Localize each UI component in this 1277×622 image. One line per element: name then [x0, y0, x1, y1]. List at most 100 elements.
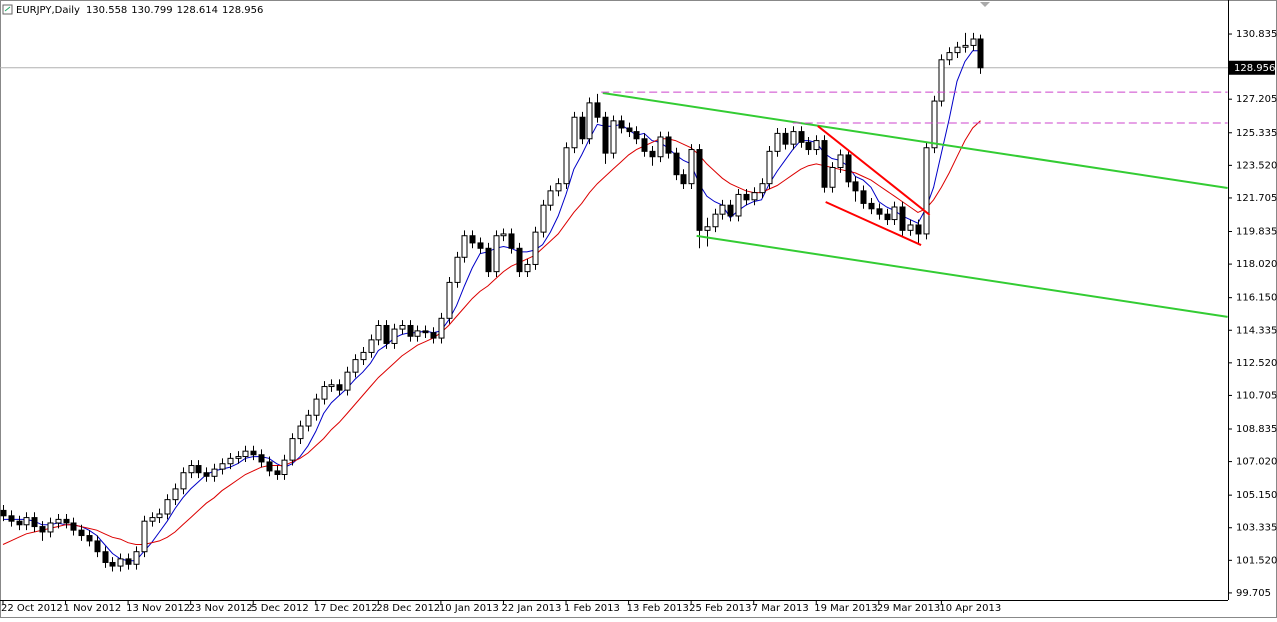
candle-body [657, 136, 664, 158]
candle [16, 515, 23, 531]
candle [258, 449, 265, 468]
candle-body [172, 488, 179, 501]
last-price-box [1229, 60, 1275, 75]
y-tick-label: 125.335 [1236, 128, 1277, 139]
candle [133, 546, 140, 570]
candle-body [250, 450, 257, 456]
candle [188, 460, 195, 479]
candle [782, 128, 789, 150]
candle-body [305, 414, 312, 427]
candle-body [954, 46, 961, 54]
candle-body [633, 131, 640, 140]
candle [297, 420, 304, 444]
candle-body [665, 136, 672, 154]
candle-body [493, 235, 500, 273]
x-tick-label: 22 Jan 2013 [501, 603, 561, 614]
candle [407, 320, 414, 342]
candle [610, 115, 617, 159]
candle [164, 494, 171, 520]
candle [446, 277, 453, 324]
chart-header: EURJPY,Daily 130.558 130.799 128.614 128.956 [2, 4, 263, 16]
candle [641, 133, 648, 157]
candle [86, 530, 93, 547]
candle [766, 145, 773, 190]
candle [852, 176, 859, 202]
plot-area [0, 32, 1228, 572]
candle-body [719, 204, 726, 215]
candle-body [336, 384, 343, 391]
trendline [817, 125, 931, 216]
candle [868, 198, 875, 215]
x-tick-label: 28 Dec 2012 [376, 603, 440, 614]
candle-body [602, 116, 609, 154]
y-tick-label: 110.705 [1236, 390, 1277, 401]
candle-body [712, 213, 719, 228]
candle [673, 147, 680, 181]
candle-body [626, 127, 633, 133]
candle-body [203, 472, 210, 477]
candle-body [313, 398, 320, 416]
candle-body [149, 517, 156, 522]
candle [586, 97, 593, 145]
candle [391, 323, 398, 349]
candle [47, 517, 54, 538]
candle [469, 230, 476, 249]
last-low: 128.614 [177, 5, 218, 16]
candle [235, 451, 242, 464]
candle-body [31, 517, 38, 528]
candle [712, 208, 719, 233]
candle-body [469, 235, 476, 244]
candle [751, 187, 758, 206]
candle [500, 228, 507, 242]
candle-body [258, 454, 265, 463]
candle-body [751, 192, 758, 201]
candle [156, 508, 163, 523]
x-tick-label: 25 Feb 2013 [689, 603, 751, 614]
candle-body [368, 339, 375, 353]
x-tick-label: 1 Nov 2012 [64, 603, 122, 614]
candle [70, 517, 77, 536]
candle-body [743, 193, 750, 201]
candle-body [164, 499, 171, 515]
candle-body [579, 116, 586, 140]
candle [508, 228, 515, 254]
candle-body [946, 52, 953, 61]
candle [626, 122, 633, 137]
y-tick-label: 101.520 [1236, 555, 1277, 566]
x-tick-label: 5 Dec 2012 [251, 603, 309, 614]
candle [579, 111, 586, 145]
candle [172, 483, 179, 506]
x-tick-label: 23 Nov 2012 [189, 603, 253, 614]
candle [39, 521, 46, 541]
candle-body [962, 44, 969, 48]
candle [860, 185, 867, 209]
chart-title: EURJPY,Daily [16, 5, 80, 16]
candle [524, 259, 531, 278]
candle-body [759, 183, 766, 194]
candle-body [532, 231, 539, 265]
candle [547, 185, 554, 211]
candle-body [821, 140, 828, 188]
candle-body [94, 540, 101, 553]
candle [516, 242, 523, 278]
candle-body [696, 149, 703, 231]
candle-body [727, 204, 734, 217]
candle [970, 32, 977, 51]
trendline [696, 234, 1228, 318]
candle [375, 320, 382, 346]
candle-body [571, 116, 578, 149]
candle [774, 128, 781, 157]
candle [680, 169, 687, 190]
candle-body [563, 147, 570, 185]
candle-body [63, 518, 70, 524]
y-tick-label: 108.835 [1236, 424, 1277, 435]
candle-body [798, 131, 805, 143]
candle-body [688, 149, 695, 185]
candle [805, 136, 812, 155]
candle [149, 512, 156, 527]
candle [813, 135, 820, 155]
candle-body [852, 181, 859, 192]
candle [438, 312, 445, 344]
last-price-label: 128.956 [1234, 63, 1275, 74]
candle-body [735, 193, 742, 217]
